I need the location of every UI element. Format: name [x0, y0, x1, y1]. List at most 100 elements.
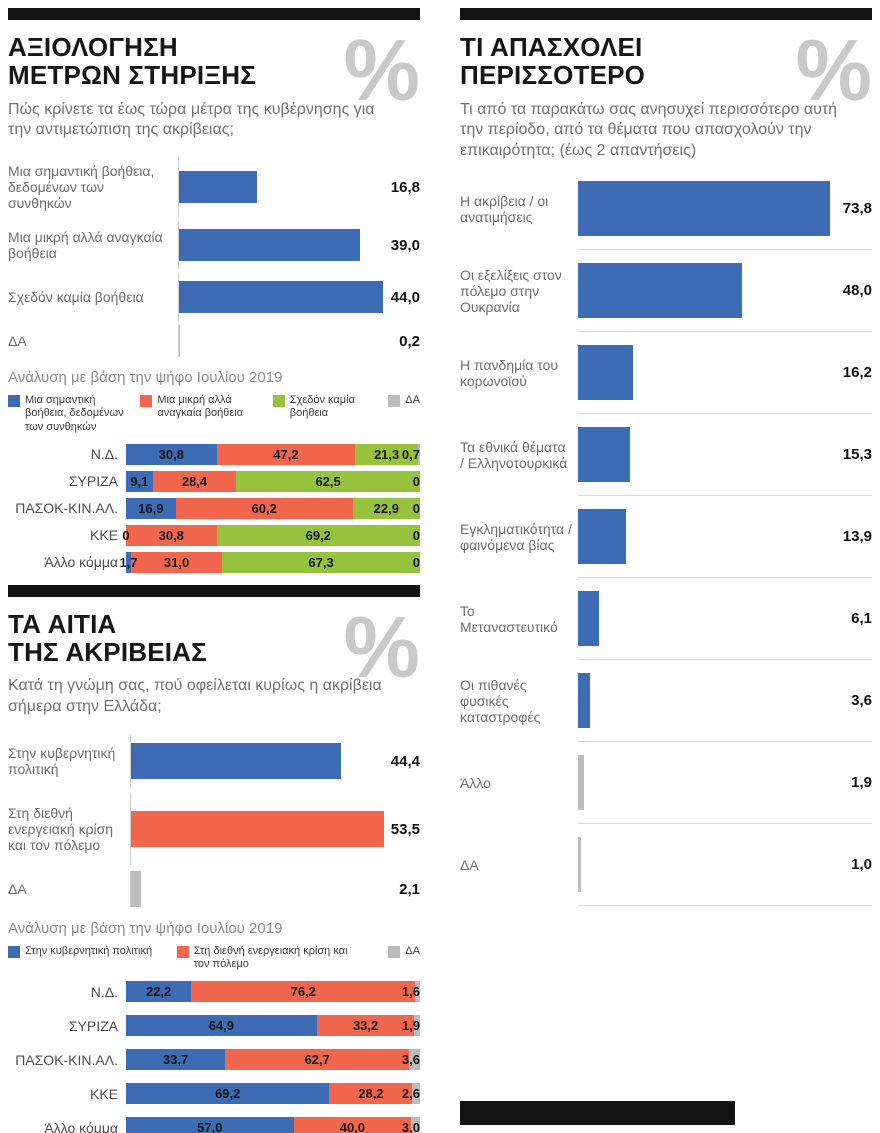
segment-value: 40,0: [339, 1120, 366, 1133]
segment-value: 69,2: [305, 527, 331, 543]
stacked-bar-row: ΠΑΣΟΚ-ΚΙΝ.ΑΛ. 33,7 62,7 3,6: [8, 1049, 420, 1071]
legend-label: Μια μικρή αλλά αναγκαία βοήθεια: [157, 394, 244, 420]
bar-track: 13,9: [578, 496, 872, 579]
causes-header: ΤΑ ΑΙΤΙΑ ΤΗΣ ΑΚΡΙΒΕΙΑΣ %: [8, 605, 420, 691]
stacked-segment: 9,1: [126, 470, 153, 492]
legend-swatch: [140, 395, 153, 408]
legend-item: Μια μικρή αλλά αναγκαία βοήθεια: [140, 394, 264, 434]
concerns-section-title: ΤΙ ΑΠΑΣΧΟΛΕΙ ΠΕΡΙΣΣΟΤΕΡΟ: [460, 33, 780, 90]
bar-label: Οι πιθανές φυσικές καταστροφές: [460, 676, 541, 726]
bar: [131, 743, 342, 779]
party-label: ΣΥΡΙΖΑ: [68, 473, 118, 490]
party-label: ΣΥΡΙΖΑ: [68, 1017, 118, 1034]
percent-glyph: %: [795, 23, 872, 119]
bar-row: Στη διεθνή ενεργειακή κρίση και τον πόλε…: [8, 790, 420, 868]
bar-row: Στην κυβερνητική πολιτική 44,4: [8, 732, 420, 790]
segment-value: 62,7: [304, 1052, 330, 1068]
stacked-bar: 57,0 40,0 3,0: [126, 1117, 420, 1133]
bar-track: 53,5: [130, 793, 420, 865]
bar-track: 1,9: [578, 742, 872, 825]
bar: [578, 263, 743, 319]
bar-value: 0,2: [399, 332, 420, 350]
stacked-segment: 1,6: [402, 981, 420, 1003]
segment-value: 1,7: [119, 554, 138, 570]
segment-value: 28,4: [181, 473, 208, 489]
stacked-bar: 64,9 33,2 1,9: [126, 1015, 420, 1037]
stacked-bar-row: ΚΚΕ 0 30,8 69,2 0: [8, 524, 420, 546]
segment-value: 0: [412, 500, 420, 516]
percent-glyph: %: [343, 599, 420, 696]
bar-label: ΔΑ: [460, 856, 479, 873]
stacked-segment: 33,2: [316, 1015, 415, 1037]
bar-row: ΔΑ 0,2: [8, 323, 420, 359]
segment-value: 22,9: [373, 500, 399, 516]
bar-value: 39,0: [390, 236, 420, 254]
legend-swatch: [272, 395, 285, 408]
stacked-bar-row: Ν.Δ. 22,2 76,2 1,6: [8, 981, 420, 1003]
bar-label: Η πανδημία του κορωνοϊού: [460, 356, 559, 390]
stacked-bar-row: ΚΚΕ 69,2 28,2 2,6: [8, 1083, 420, 1105]
stacked-bar: 69,2 28,2 2,6: [126, 1083, 420, 1105]
bar-track: 73,8: [578, 168, 872, 251]
bar-row: Το Μεταναστευτικό 6,1: [460, 578, 872, 661]
stacked-segment: 28,4: [152, 470, 237, 492]
causes-question: Κατά τη γνώμη σας, πού οφείλεται κυρίως …: [8, 677, 382, 716]
stacked-bar: 16,9 60,2 22,9 0: [126, 497, 420, 519]
segment-value: 57,0: [197, 1120, 223, 1133]
bar: [179, 229, 360, 262]
bar-label: Εγκληματικότητα / φαινόμενα βίας: [460, 520, 572, 554]
legend-item: ΔΑ: [388, 945, 420, 971]
bar-value: 44,4: [390, 752, 420, 770]
bar-row: Τα εθνικά θέματα / Ελληνοτουρκικά 15,3: [460, 414, 872, 497]
segment-value: 2,6: [401, 1086, 420, 1102]
bar-value: 48,0: [842, 282, 872, 300]
segment-value: 0: [412, 554, 420, 570]
causes-legend: Στην κυβερνητική πολιτική Στη διεθνή ενερ…: [8, 945, 420, 971]
legend-item: Στη διεθνή ενεργειακή κρίση και τον πόλε…: [176, 945, 364, 971]
segment-value: 3,0: [401, 1120, 420, 1133]
segment-value: 76,2: [290, 984, 316, 1000]
bar-label: ΔΑ: [8, 333, 27, 350]
segment-value: 47,2: [273, 446, 299, 462]
title-line: ΑΞΙΟΛΟΓΗΣΗ: [8, 32, 178, 62]
bar-value: 16,2: [842, 364, 872, 382]
support-section-title: ΑΞΙΟΛΟΓΗΣΗ ΜΕΤΡΩΝ ΣΤΗΡΙΞΗΣ: [8, 32, 328, 90]
segment-value: 69,2: [215, 1086, 241, 1102]
legend-label: Μια σημαντική βοήθεια, δεδομένων των συν…: [25, 394, 124, 433]
segment-value: 64,9: [208, 1018, 235, 1034]
party-label: Άλλο κόμμα: [44, 554, 118, 571]
bar-track: 39,0: [178, 221, 420, 270]
title-line: ΤΗΣ ΑΚΡΙΒΕΙΑΣ: [8, 636, 207, 667]
party-label: Ν.Δ.: [90, 983, 118, 1000]
bar: [578, 755, 585, 811]
support-legend: Μια σημαντική βοήθεια, δεδομένων των συν…: [8, 394, 420, 434]
bar-label: Οι εξελίξεις στον πόλεμο στην Ουκρανία: [460, 266, 562, 316]
legend-label: Στη διεθνή ενεργειακή κρίση και τον πόλε…: [193, 945, 348, 971]
concerns-header: ΤΙ ΑΠΑΣΧΟΛΕΙ ΠΕΡΙΣΣΟΤΕΡΟ %: [460, 28, 872, 114]
stacked-segment: 3,6: [402, 1049, 420, 1071]
segment-value: 0: [412, 473, 420, 489]
support-analysis-note: Ανάλυση με βάση την ψήφο Ιουλίου 2019: [8, 369, 283, 387]
stacked-segment: 40,0: [293, 1117, 412, 1133]
causes-by-vote-chart: Ν.Δ. 22,2 76,2 1,6 ΣΥΡΙΖΑ 64,9 33,2 1,9 ΠΑΣΟΚ-ΚΙ…: [8, 981, 420, 1133]
bar: [578, 427, 631, 483]
stacked-segment: 30,8: [126, 524, 217, 546]
stacked-bar: 30,8 47,2 21,3 0,7: [126, 443, 420, 465]
party-label: Ν.Δ.: [90, 446, 118, 463]
bar: [179, 171, 257, 204]
stacked-segment: 47,2: [216, 443, 356, 465]
stacked-segment: 69,2: [216, 524, 420, 546]
stacked-segment: 22,9: [352, 497, 420, 519]
bar-value: 6,1: [851, 610, 872, 628]
bar-value: 13,9: [842, 528, 872, 546]
stacked-segment: 67,3: [222, 551, 420, 573]
bar-label: Το Μεταναστευτικό: [460, 602, 558, 636]
bar-track: 44,0: [178, 273, 420, 322]
stacked-bar-row: ΠΑΣΟΚ-ΚΙΝ.ΑΛ. 16,9 60,2 22,9 0: [8, 497, 420, 519]
segment-value: 0,7: [401, 446, 420, 462]
bar-value: 3,6: [851, 692, 872, 710]
bar-track: 3,6: [578, 660, 872, 743]
bar-row: Οι πιθανές φυσικές καταστροφές 3,6: [460, 660, 872, 743]
segment-value: 28,2: [358, 1086, 384, 1102]
stacked-segment: 1,9: [402, 1015, 420, 1037]
